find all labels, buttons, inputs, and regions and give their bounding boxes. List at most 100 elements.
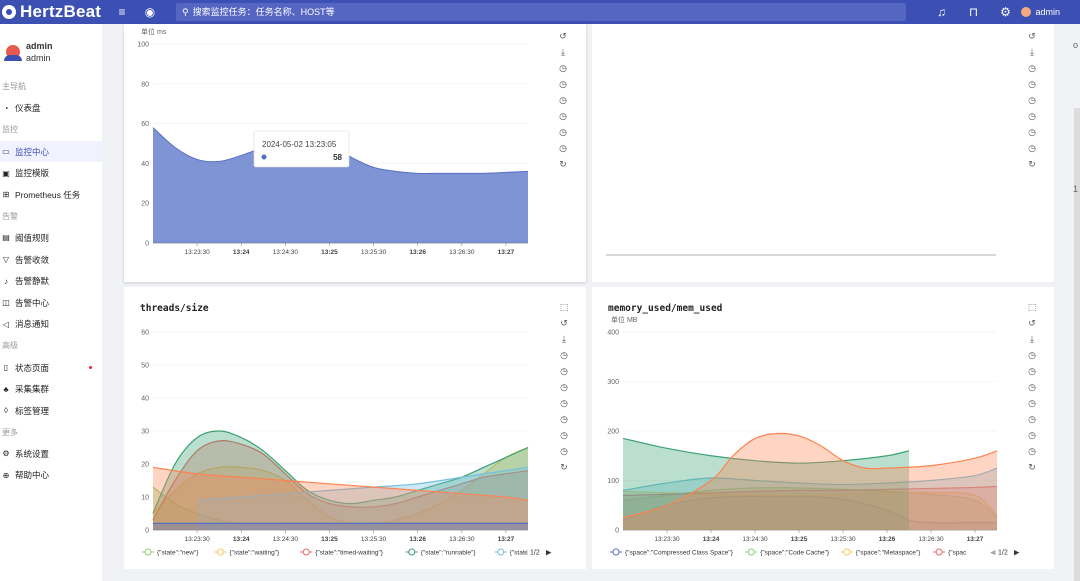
x-tick-label: 13:24 [703, 536, 720, 543]
x-tick-label: 13:24:30 [273, 536, 299, 543]
chart-tool-icon[interactable]: ⤓ [561, 47, 565, 57]
legend-item[interactable]: {"stat [494, 548, 525, 557]
chart-tool-icon[interactable]: ◷ [1028, 382, 1036, 392]
sidebar-item[interactable]: ▤ 阈值规则 [0, 227, 102, 249]
sidebar-item[interactable]: ▽ 告警收敛 [0, 249, 102, 271]
search-box[interactable]: ⚲ [176, 3, 906, 21]
chart-tool-icon[interactable]: ⤓ [562, 334, 566, 344]
chart-tool-icon[interactable]: ◷ [1028, 414, 1036, 424]
sidebar-item[interactable]: ▯ 状态页面 [0, 357, 102, 379]
chart-tool-icon[interactable]: ◷ [560, 350, 568, 360]
chart-tool-icon[interactable]: ↺ [1028, 31, 1036, 41]
chart-tool-icon[interactable]: ◷ [1028, 366, 1036, 376]
menu-toggle-icon[interactable]: ≡ [118, 5, 126, 19]
chart-tool-icon[interactable]: ◷ [559, 143, 567, 153]
alert-center-icon: ◫ [2, 298, 10, 308]
chart-tool-icon[interactable]: ◷ [1028, 350, 1036, 360]
legend-item[interactable]: {"state":"runnable"} [405, 548, 477, 557]
logo[interactable]: HertzBeat [0, 2, 108, 22]
sidebar-item[interactable]: ◊ 标签管理 [0, 400, 102, 422]
legend-pager: 1/2 [998, 550, 1008, 557]
sidebar-item[interactable]: ▭ 监控中心 [0, 140, 102, 163]
tooltip-value: 58 [333, 153, 342, 162]
chart-tool-icon[interactable]: ◷ [559, 63, 567, 73]
sidebar-item[interactable]: ▣ 监控模版 [0, 162, 102, 184]
legend-next-icon[interactable]: ▶ [546, 550, 552, 557]
sidebar-item[interactable]: ⊕ 帮助中心 [0, 465, 102, 487]
lock-icon[interactable]: ⊓ [968, 5, 979, 19]
chart-tool-icon[interactable]: ↺ [560, 318, 568, 328]
chart-tool-icon[interactable]: ◷ [560, 430, 568, 440]
chart-tool-icon[interactable]: ◷ [1028, 143, 1036, 153]
legend-label: {"space":"Code Cache"} [760, 550, 830, 557]
chart-tool-icon[interactable]: ↺ [559, 31, 567, 41]
notification-dot [89, 365, 92, 369]
chart-tool-icon[interactable]: ◷ [560, 382, 568, 392]
chart-tool-icon[interactable]: ◷ [559, 127, 567, 137]
chart-tool-icon[interactable]: ⬚ [559, 302, 569, 312]
legend-item[interactable]: {"space":"Compressed Class Space"} [610, 548, 734, 557]
series-line [622, 495, 997, 524]
chart-tool-icon[interactable]: ◷ [559, 95, 567, 105]
chart-tool-icon[interactable]: ◷ [1028, 95, 1036, 105]
sidebar-item[interactable]: ♣ 采集集群 [0, 378, 102, 400]
search-input[interactable] [192, 7, 793, 17]
bell-icon[interactable]: ♫ [936, 5, 946, 19]
series-area [153, 523, 528, 530]
legend-item[interactable]: {"state":"new"} [142, 548, 199, 557]
chart-tool-icon[interactable]: ↺ [1028, 318, 1036, 328]
chart-tool-icon[interactable]: ◷ [560, 446, 568, 456]
legend-item[interactable]: {"state":"timed-waiting"} [300, 548, 384, 557]
legend-item[interactable]: {"state":"waiting"} [214, 548, 281, 557]
tooltip-marker [261, 154, 267, 160]
legend-prev-icon[interactable]: ◀ [990, 550, 996, 557]
chart-tool-icon[interactable]: ↻ [559, 159, 567, 169]
sidebar-item[interactable]: ◫ 告警中心 [0, 292, 102, 314]
page-scrollbar[interactable] [1074, 108, 1080, 581]
legend-symbol [843, 548, 851, 556]
legend-label: {"state":"runnable"} [421, 550, 477, 557]
chart-tool-icon[interactable]: ◷ [1028, 430, 1036, 440]
chart-title: threads/size [140, 303, 209, 314]
edge-char: o [1072, 40, 1078, 50]
sidebar-item[interactable]: ♪ 告警静默 [0, 270, 102, 292]
legend-prev-icon[interactable]: ◀ [522, 550, 528, 557]
logo-text: HertzBeat [20, 2, 102, 21]
legend-next-icon[interactable]: ▶ [1014, 550, 1020, 557]
y-tick-label: 100 [137, 42, 149, 49]
chart-tool-icon[interactable]: ↻ [560, 462, 568, 472]
chart-tool-icon[interactable]: ◷ [1028, 79, 1036, 89]
gear-icon[interactable]: ⚙ [1000, 5, 1011, 19]
chart-tool-icon[interactable]: ◷ [1028, 111, 1036, 121]
chart-tool-icon[interactable]: ⤓ [1030, 334, 1034, 344]
legend-item[interactable]: {"space":"Code Cache"} [745, 548, 830, 557]
chart-tool-icon[interactable]: ◷ [560, 398, 568, 408]
chart-tool-icon[interactable]: ◷ [1028, 446, 1036, 456]
chart-tool-icon[interactable]: ◷ [559, 111, 567, 121]
sidebar-item[interactable]: ◔ 仪表盘 [0, 98, 102, 120]
chart-tool-icon[interactable]: ⤓ [1030, 47, 1034, 57]
chart-tool-icon[interactable]: ↻ [1028, 462, 1036, 472]
user-menu[interactable]: admin [1021, 7, 1060, 17]
sidebar-item[interactable]: ⊞ Prometheus 任务 [0, 184, 102, 206]
sidebar-item[interactable]: ◁ 消息通知 [0, 314, 102, 336]
chart-tool-icon[interactable]: ◷ [559, 79, 567, 89]
github-icon[interactable]: ◉ [144, 5, 156, 19]
threads-chart: 0 10 20 30 40 50 60 13:23:30 13:24 13:24:30 13:25 1… [141, 330, 552, 557]
chart-tool-icon[interactable]: ◷ [560, 414, 568, 424]
sidebar-item[interactable]: ⚙ 系统设置 [0, 443, 102, 465]
legend-item[interactable]: {"spac [933, 548, 967, 557]
chart-tool-icon[interactable]: ◷ [1028, 127, 1036, 137]
chart-tool-icon[interactable]: ◷ [1028, 398, 1036, 408]
chart-toolbox: ⬚ ↺ ⤓ ◷ ◷ ◷ ◷ ◷ ◷ ◷ ↻ [558, 299, 570, 475]
notify-icon: ◁ [2, 319, 10, 329]
chart-tool-icon[interactable]: ◷ [1028, 63, 1036, 73]
settings-icon: ⚙ [2, 449, 10, 459]
legend-item[interactable]: {"space":"Metaspace"} [840, 548, 921, 557]
chart-tool-icon[interactable]: ◷ [560, 366, 568, 376]
avatar [4, 45, 22, 61]
chart-tool-icon[interactable]: ⬚ [1027, 302, 1037, 312]
legend-label: {"state":"new"} [157, 550, 199, 557]
y-tick-label: 20 [141, 462, 149, 469]
chart-tool-icon[interactable]: ↻ [1028, 159, 1036, 169]
